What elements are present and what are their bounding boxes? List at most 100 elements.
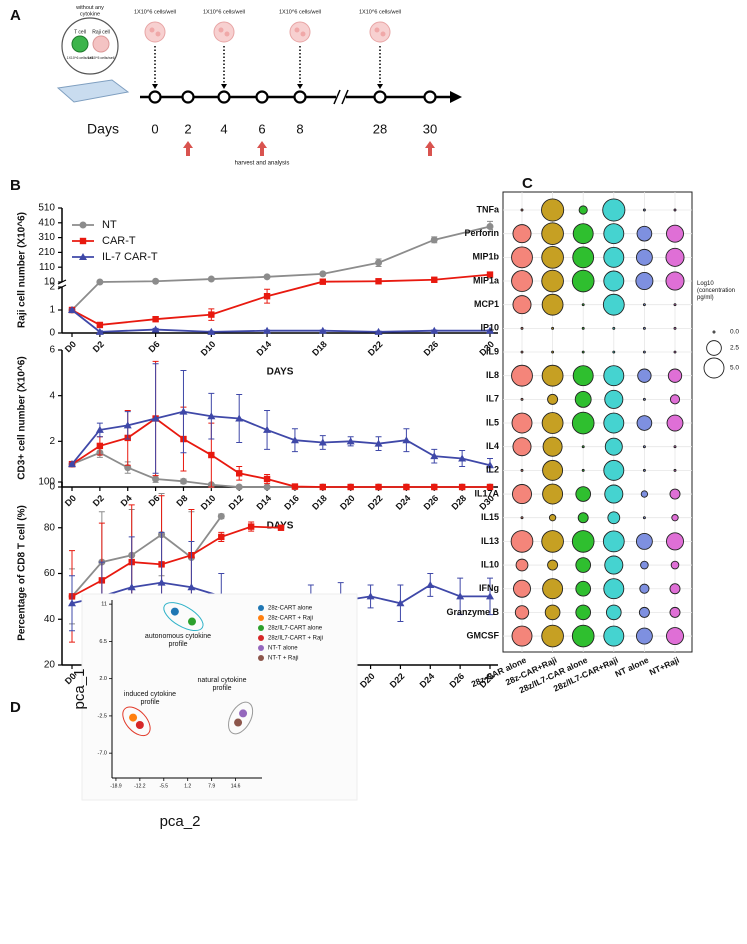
cell-dot: [224, 31, 230, 37]
x-tick-label: D26: [422, 493, 441, 512]
marker: [263, 293, 271, 300]
timepoint: [293, 90, 307, 104]
point: [239, 709, 248, 718]
marker: [458, 483, 466, 491]
y-tick-label: 0: [49, 328, 55, 339]
point: [170, 607, 179, 616]
bubble: [673, 445, 677, 449]
panel-label: D: [10, 699, 21, 716]
bubble: [604, 389, 624, 409]
bubble: [571, 269, 595, 293]
bubble: [673, 208, 677, 212]
marker: [375, 278, 382, 285]
x-tick-label: D10: [199, 339, 218, 358]
y-tick-label: -7.0: [98, 751, 107, 757]
bubble: [603, 270, 625, 292]
marker: [319, 278, 326, 285]
x-tick-label: 7.9: [208, 783, 215, 789]
text-line: profile: [140, 699, 159, 706]
point: [234, 718, 243, 727]
marker: [96, 321, 104, 329]
marker: [157, 578, 166, 586]
series-line: [71, 410, 491, 467]
x-tick-label: D10: [199, 493, 218, 512]
bubble: [542, 436, 563, 457]
bubble: [541, 222, 564, 245]
bubble: [603, 223, 625, 245]
marker: [374, 327, 383, 335]
bubble: [542, 459, 564, 481]
marker: [152, 316, 159, 323]
plot-frame: [502, 191, 693, 653]
bubble: [541, 269, 564, 293]
bubble: [639, 583, 650, 594]
bubble: [669, 583, 681, 595]
cell-dot: [294, 27, 300, 33]
point: [135, 721, 144, 730]
bubble: [635, 272, 654, 290]
row-label: IL17A: [474, 488, 499, 498]
cell-dot: [149, 27, 155, 33]
row-label: TNFa: [477, 204, 500, 214]
seeding-label: 1X10^6 cells/well: [134, 9, 176, 15]
marker: [374, 439, 383, 447]
x-tick-label: -5.5: [159, 783, 168, 789]
bubble: [541, 198, 565, 222]
bubble: [541, 246, 564, 269]
day-label: 2: [184, 121, 191, 136]
bubble: [669, 394, 681, 405]
annotation: natural cytokine profile: [197, 677, 246, 692]
bubble: [520, 397, 524, 401]
cell: [92, 35, 110, 53]
y-tick-label: 0: [49, 482, 55, 493]
bubble: [512, 295, 532, 315]
text-line: pg/ml): [697, 294, 714, 300]
y-tick-label: 1: [49, 305, 55, 316]
y-tick-label: 410: [38, 217, 55, 228]
cell-dot: [380, 31, 386, 37]
row-label: IL13: [481, 536, 499, 546]
y-tick-label: 310: [38, 232, 55, 243]
bubble: [602, 198, 626, 222]
cluster-outline: [122, 706, 151, 737]
marker: [375, 259, 383, 267]
bubble: [642, 397, 646, 401]
marker: [319, 483, 326, 491]
harvest-arrow: [183, 141, 193, 156]
marker: [486, 483, 494, 491]
marker: [486, 223, 494, 230]
size-legend-bubble: [706, 340, 722, 356]
timeline-arrowhead: [450, 91, 462, 103]
marker: [430, 326, 439, 334]
row-label: GMCSF: [467, 630, 500, 640]
legend-label: 28z-CART + Raji: [268, 616, 313, 622]
bubble: [520, 350, 524, 354]
x-tick-label: D24: [394, 493, 413, 512]
bubble: [512, 224, 532, 244]
marker: [291, 483, 299, 490]
text-line: natural cytokine: [197, 677, 246, 684]
y-tick-label: 510: [38, 203, 55, 214]
cell-count: 1X10^5 cells/well: [88, 56, 115, 60]
marker: [79, 221, 87, 229]
seeding-label: 1X10^6 cells/well: [359, 9, 401, 15]
marker: [486, 592, 494, 600]
bubble: [575, 486, 592, 502]
bubble: [642, 208, 646, 212]
series-line: [71, 515, 223, 597]
legend-marker: [258, 625, 264, 631]
x-tick-label: -12.2: [134, 783, 146, 789]
x-tick-label: D0: [63, 339, 78, 354]
y-tick-label: 40: [44, 614, 56, 625]
bubble: [575, 580, 592, 597]
column-label: NT alone: [613, 655, 650, 679]
row-label: IL5: [486, 417, 499, 427]
bubble: [612, 326, 616, 330]
marker: [218, 533, 225, 541]
row-label: IL10: [481, 559, 499, 569]
bubble: [603, 459, 625, 481]
marker: [263, 475, 271, 483]
bubble: [670, 560, 680, 570]
bubble: [671, 514, 679, 522]
